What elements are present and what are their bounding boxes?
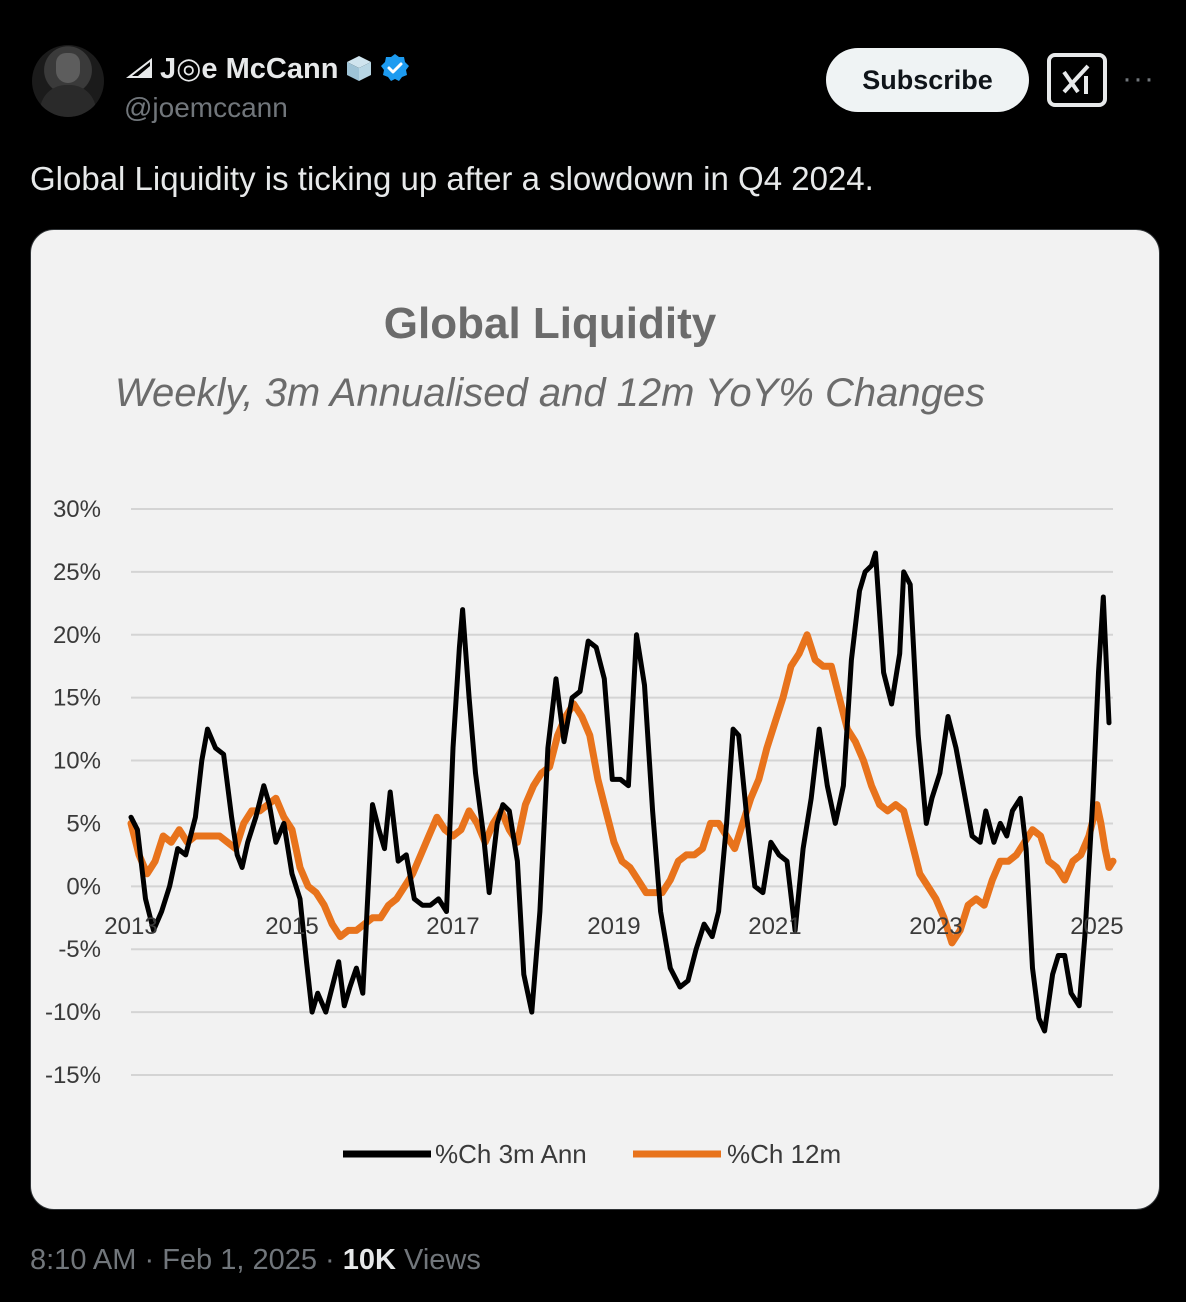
chart-image[interactable]: Global Liquidity Weekly, 3m Annualised a… bbox=[30, 229, 1160, 1210]
y-tick-label: 0% bbox=[66, 873, 101, 900]
tweet-date[interactable]: Feb 1, 2025 bbox=[162, 1244, 317, 1276]
chart-series bbox=[127, 550, 1117, 1034]
views-count: 10K bbox=[342, 1244, 396, 1276]
more-icon[interactable]: ··· bbox=[1122, 62, 1155, 95]
x-tick-label: 2023 bbox=[909, 913, 962, 940]
avatar[interactable] bbox=[32, 45, 104, 117]
x-tick-label: 2013 bbox=[104, 913, 157, 940]
x-axis-ticks: 2013 2015 2017 2019 2021 2023 2025 bbox=[104, 913, 1123, 940]
y-tick-label: -10% bbox=[45, 999, 101, 1026]
x-tick-label: 2021 bbox=[748, 913, 801, 940]
chart-svg: Global Liquidity Weekly, 3m Annualised a… bbox=[45, 299, 1124, 1169]
y-tick-label: -15% bbox=[45, 1062, 101, 1089]
series-line bbox=[128, 550, 1112, 1034]
y-axis-ticks: 30% 25% 20% 15% 10% 5% 0% -5% -10% -15% bbox=[45, 496, 101, 1089]
y-tick-label: 15% bbox=[53, 685, 101, 712]
cube-icon bbox=[347, 56, 372, 81]
tweet-meta: 8:10 AM · Feb 1, 2025 · 10K Views bbox=[30, 1244, 481, 1277]
y-tick-label: 25% bbox=[53, 559, 101, 586]
author-handle[interactable]: @joemccann bbox=[124, 92, 288, 123]
chart-subtitle: Weekly, 3m Annualised and 12m YoY% Chang… bbox=[115, 371, 985, 415]
subscribe-button[interactable]: Subscribe bbox=[826, 48, 1029, 112]
views-label: Views bbox=[395, 1244, 481, 1276]
avatar-head bbox=[56, 53, 80, 83]
y-tick-label: 30% bbox=[53, 496, 101, 523]
series-line bbox=[127, 631, 1117, 947]
x-tick-label: 2015 bbox=[265, 913, 318, 940]
grok-icon[interactable] bbox=[1046, 52, 1108, 108]
legend-label: %Ch 12m bbox=[727, 1139, 841, 1169]
x-tick-label: 2017 bbox=[426, 913, 479, 940]
chart-legend: %Ch 3m Ann %Ch 12m bbox=[343, 1139, 841, 1169]
tweet-text: Global Liquidity is ticking up after a s… bbox=[30, 160, 874, 197]
chart-title: Global Liquidity bbox=[384, 299, 717, 348]
legend-label: %Ch 3m Ann bbox=[435, 1139, 587, 1169]
y-tick-label: 10% bbox=[53, 748, 101, 775]
meta-separator: · bbox=[136, 1244, 163, 1276]
x-tick-label: 2019 bbox=[587, 913, 640, 940]
tweet-time[interactable]: 8:10 AM bbox=[30, 1244, 137, 1276]
meta-separator: · bbox=[316, 1244, 343, 1276]
author-name-row[interactable]: J◎e McCann bbox=[124, 52, 410, 85]
y-tick-label: -5% bbox=[58, 936, 101, 963]
signal-icon bbox=[126, 58, 152, 78]
verified-icon bbox=[381, 54, 410, 81]
y-tick-label: 5% bbox=[66, 810, 101, 837]
x-tick-label: 2025 bbox=[1070, 913, 1123, 940]
y-tick-label: 20% bbox=[53, 622, 101, 649]
chart-grid bbox=[131, 508, 1113, 1076]
avatar-body bbox=[40, 85, 96, 117]
display-name[interactable]: J◎e McCann bbox=[160, 52, 339, 85]
